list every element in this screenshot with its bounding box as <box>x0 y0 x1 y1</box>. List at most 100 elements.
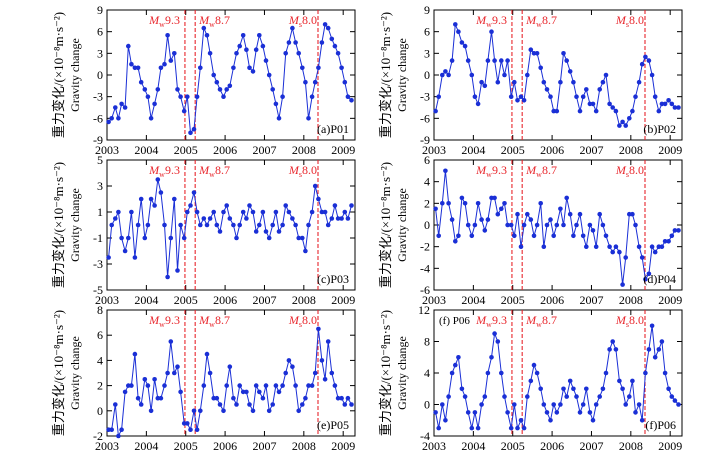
data-point <box>185 421 190 426</box>
data-point <box>273 209 279 215</box>
data-point <box>548 217 553 222</box>
data-point <box>593 108 599 114</box>
data-point <box>303 395 308 401</box>
y-axis-title-en: Gravity change <box>395 336 409 410</box>
data-point <box>214 79 220 85</box>
data-point <box>306 116 311 121</box>
x-tick-label: 2004 <box>461 143 485 157</box>
data-point <box>122 248 128 254</box>
data-point <box>106 255 111 260</box>
data-point <box>185 94 190 99</box>
data-point <box>339 395 344 401</box>
data-point <box>630 108 635 114</box>
data-point <box>600 79 606 85</box>
data-point <box>237 383 242 388</box>
data-point <box>505 58 510 63</box>
data-point <box>135 395 141 401</box>
data-point <box>544 87 550 92</box>
data-point <box>544 222 550 228</box>
data-point <box>280 222 285 228</box>
data-point <box>528 378 534 384</box>
data-point <box>227 364 233 370</box>
data-point <box>600 386 606 392</box>
data-point <box>623 255 628 260</box>
data-point <box>597 211 602 217</box>
data-point <box>142 87 148 92</box>
data-point <box>613 108 619 114</box>
data-point <box>168 235 174 241</box>
data-point <box>508 425 514 431</box>
data-point <box>561 386 566 392</box>
data-point <box>436 94 442 99</box>
x-tick-label: 2004 <box>134 439 158 452</box>
data-point <box>577 211 583 217</box>
data-point <box>253 229 259 234</box>
y-tick-label: 8 <box>424 335 430 349</box>
y-tick-label: 5 <box>97 153 103 167</box>
data-point <box>306 222 311 228</box>
x-tick-label: 2006 <box>540 293 564 307</box>
data-point <box>652 355 658 360</box>
data-point <box>126 235 131 241</box>
data-point <box>512 233 517 239</box>
data-point <box>652 94 658 99</box>
y-tick-label: 3 <box>97 179 103 193</box>
data-point <box>191 126 197 132</box>
data-point <box>172 196 177 202</box>
data-point <box>280 94 285 99</box>
data-point <box>138 402 144 407</box>
data-point <box>659 244 665 249</box>
series-line <box>435 170 679 285</box>
data-point <box>580 233 586 239</box>
data-point <box>584 87 589 92</box>
data-point <box>567 69 573 74</box>
data-point <box>300 235 305 241</box>
y-tick-label: 8 <box>97 303 103 317</box>
data-point <box>551 233 556 239</box>
x-tick-label: 2009 <box>331 143 355 157</box>
data-point <box>211 72 216 78</box>
data-point <box>574 222 579 228</box>
data-point <box>627 394 632 399</box>
data-point <box>227 216 233 221</box>
data-point <box>577 108 583 114</box>
data-point <box>590 101 596 107</box>
panel-label: (c)P03 <box>317 272 349 286</box>
y-tick-label: 2 <box>424 196 430 210</box>
y-tick-label: 4 <box>424 175 430 189</box>
x-tick-label: 2006 <box>540 439 564 452</box>
data-point <box>676 402 681 407</box>
data-point <box>286 40 292 45</box>
y-tick-label: 0 <box>424 68 430 82</box>
data-point <box>440 201 445 206</box>
data-point <box>659 101 665 107</box>
data-point <box>607 101 612 107</box>
data-point <box>639 255 645 260</box>
data-point <box>175 268 180 273</box>
data-point <box>303 79 308 85</box>
data-point <box>247 65 252 71</box>
data-point <box>603 233 609 239</box>
data-point <box>607 244 612 249</box>
data-point <box>266 72 272 78</box>
y-tick-label: 12 <box>418 303 430 317</box>
data-point <box>148 408 154 414</box>
panel-6: -4 0 4 8 12 2003 2004 2005 2006 2007 2008 2009 Mw9.3… <box>378 303 683 452</box>
data-point <box>617 378 622 384</box>
data-point <box>534 370 540 376</box>
data-point <box>145 383 151 388</box>
data-point <box>214 395 220 401</box>
data-point <box>593 244 599 249</box>
event-label: Ms8.0 <box>615 13 644 29</box>
data-point <box>617 249 622 255</box>
data-point <box>662 370 668 376</box>
y-tick-label: 0 <box>424 218 430 232</box>
data-point <box>152 377 157 382</box>
data-point <box>263 58 269 63</box>
y-tick-label: 0 <box>97 404 103 418</box>
data-point <box>296 408 302 414</box>
series-line <box>108 179 352 278</box>
data-point <box>135 65 141 71</box>
y-axis-title-en: Gravity change <box>395 38 409 112</box>
